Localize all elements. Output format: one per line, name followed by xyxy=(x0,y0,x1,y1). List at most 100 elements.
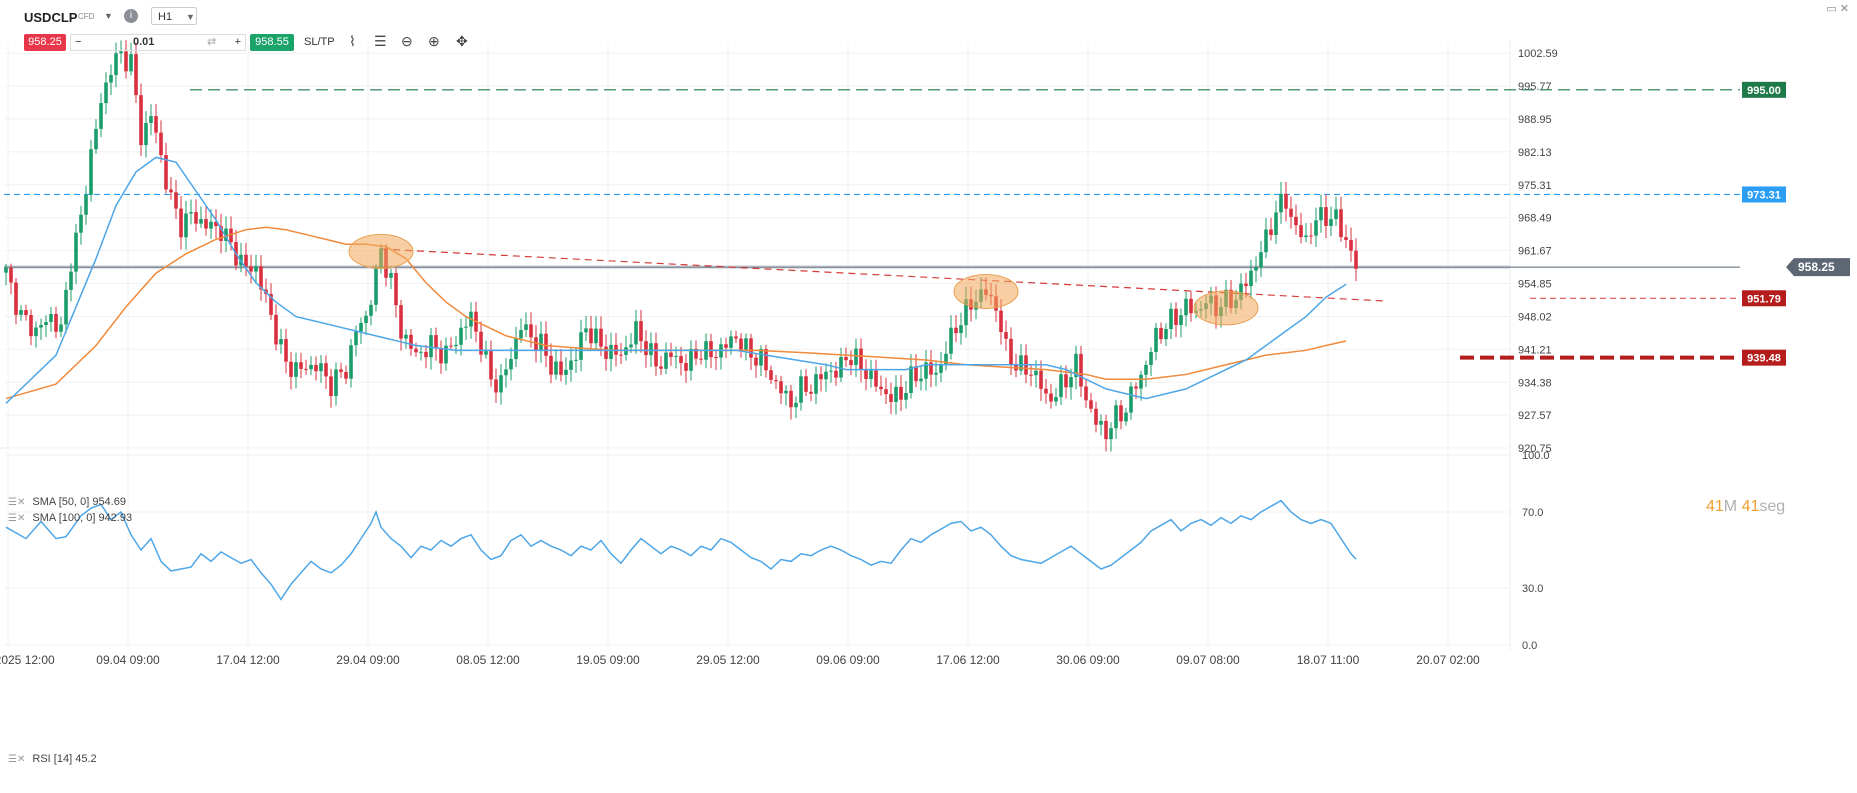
candle-body xyxy=(304,368,308,370)
candle-body xyxy=(339,369,343,372)
candle-body xyxy=(1354,250,1358,269)
move-icon[interactable]: ✥ xyxy=(456,33,468,49)
line-chart-icon[interactable]: ⌇ xyxy=(349,33,356,49)
level-tag-label: 939.48 xyxy=(1747,353,1781,365)
quantity-value[interactable]: 0.01 xyxy=(133,36,155,48)
candle-body xyxy=(744,338,748,350)
candle-body xyxy=(34,327,38,337)
zoom-out-icon[interactable]: ⊖ xyxy=(401,33,413,49)
candle-body xyxy=(424,351,428,358)
candle-body xyxy=(1044,388,1048,394)
candle-body xyxy=(1279,193,1283,213)
zoom-in-icon[interactable]: ⊕ xyxy=(428,33,440,49)
candle-body xyxy=(74,232,78,272)
candle-body xyxy=(69,271,73,290)
price-tick-label: 975.31 xyxy=(1518,180,1552,192)
candle-body xyxy=(1339,209,1343,238)
settings-icon[interactable]: ☰✕ xyxy=(8,497,26,508)
candle-body xyxy=(939,364,943,373)
candle-body xyxy=(249,266,253,272)
symbol-label[interactable]: USDCLP xyxy=(24,10,78,25)
decrease-button[interactable]: − xyxy=(75,36,82,48)
price-tick-label: 941.21 xyxy=(1518,344,1552,356)
candle-body xyxy=(499,375,503,393)
candle-body xyxy=(184,213,188,238)
candle-body xyxy=(1299,225,1303,238)
candle-body xyxy=(814,374,818,394)
candle-body xyxy=(1289,208,1293,217)
candle-body xyxy=(399,305,403,339)
candle-body xyxy=(489,351,493,380)
info-icon[interactable]: i xyxy=(124,9,138,23)
candle-body xyxy=(14,282,18,315)
rsi-legend[interactable]: ☰✕ RSI [14] 45.2 xyxy=(8,753,97,765)
sma50-legend[interactable]: ☰✕ SMA [50, 0] 954.69 xyxy=(8,496,126,508)
candle-body xyxy=(1099,420,1103,425)
settings-icon[interactable]: ☰✕ xyxy=(8,754,26,765)
candle-body xyxy=(409,334,413,349)
candle-body xyxy=(154,116,158,133)
candle-body xyxy=(1009,338,1013,366)
sl-tp-button[interactable]: SL/TP xyxy=(304,36,335,48)
symbol-dropdown-icon[interactable]: ▼ xyxy=(104,11,113,21)
settings-icon[interactable]: ☰✕ xyxy=(8,513,26,524)
restore-icon[interactable]: ▭ xyxy=(1826,3,1837,15)
time-tick-label: 30.06 09:00 xyxy=(1056,653,1120,667)
candle-body xyxy=(1319,207,1323,221)
candle-body xyxy=(49,314,53,323)
swap-icon[interactable]: ⇄ xyxy=(207,36,217,48)
candle-body xyxy=(504,369,508,376)
candle-body xyxy=(344,371,348,379)
timer-minutes-unit: M xyxy=(1723,498,1738,515)
candle-body xyxy=(609,344,613,359)
quantity-stepper[interactable]: − 0.01 ⇄ + xyxy=(70,34,246,51)
time-tick-label: 17.06 12:00 xyxy=(936,653,1000,667)
candle-body xyxy=(139,95,143,146)
candle-body xyxy=(244,254,248,267)
candle-body xyxy=(824,371,828,380)
sell-button[interactable]: 958.25 xyxy=(24,34,66,51)
candle-body xyxy=(359,322,363,332)
candle-body xyxy=(914,366,918,382)
candle-body xyxy=(1089,400,1093,409)
time-tick-label: 19.05 09:00 xyxy=(576,653,640,667)
candle-body xyxy=(44,322,48,325)
candle-body xyxy=(1344,237,1348,241)
sma100-legend[interactable]: ☰✕ SMA [100, 0] 942.93 xyxy=(8,512,132,524)
candle-body xyxy=(1159,327,1163,340)
candle-body xyxy=(794,402,798,408)
candle-body xyxy=(259,266,263,290)
candle-body xyxy=(494,379,498,393)
candle-body xyxy=(119,51,123,54)
candle-body xyxy=(589,328,593,344)
candle-body xyxy=(289,361,293,377)
candle-body xyxy=(1119,405,1123,422)
buy-button[interactable]: 958.55 xyxy=(250,34,294,51)
candle-type-icon[interactable]: ☰ xyxy=(374,33,387,49)
candle-body xyxy=(524,324,528,331)
price-tick-label: 954.85 xyxy=(1518,279,1552,291)
time-tick-label: 20.07 02:00 xyxy=(1416,653,1480,667)
candle-body xyxy=(1249,270,1253,287)
candle-body xyxy=(1084,386,1088,401)
candle-body xyxy=(459,327,463,345)
candle-body xyxy=(279,339,283,345)
time-tick-label: 09.07 08:00 xyxy=(1176,653,1240,667)
candle-body xyxy=(149,116,153,124)
increase-button[interactable]: + xyxy=(234,36,241,48)
timer-seconds-unit: seg xyxy=(1759,498,1786,515)
candle-body xyxy=(629,344,633,348)
level-tag-label: 951.79 xyxy=(1747,293,1781,305)
candle-body xyxy=(364,315,368,323)
sma50-line xyxy=(5,156,1347,404)
candle-body xyxy=(1029,374,1033,376)
candle-body xyxy=(229,228,233,243)
candle-body xyxy=(659,366,663,369)
candle-body xyxy=(929,362,933,375)
close-icon[interactable]: ✕ xyxy=(1839,3,1849,15)
timeframe-select[interactable]: H1 ▼ xyxy=(151,7,197,25)
time-tick-label: 29.04 09:00 xyxy=(336,653,400,667)
candle-body xyxy=(429,335,433,358)
candle-body xyxy=(1114,405,1118,429)
